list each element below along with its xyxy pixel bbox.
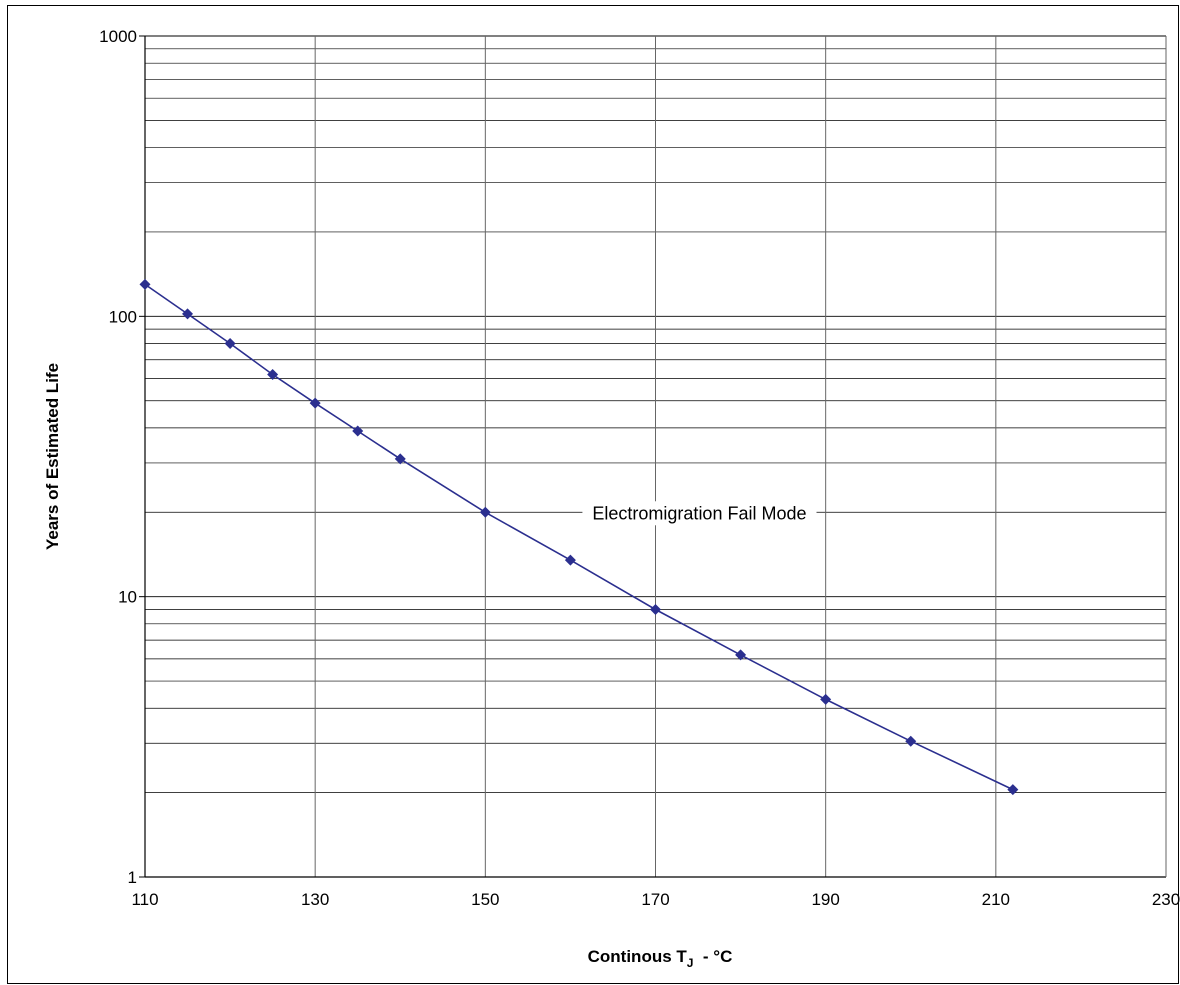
x-tick-label: 210	[982, 890, 1010, 909]
series-line	[144, 283, 1014, 791]
x-tick-label: 230	[1152, 890, 1180, 909]
data-point-marker	[352, 425, 364, 437]
data-point-marker	[735, 649, 747, 661]
x-axis-label: Continous TJ - °C	[588, 947, 733, 970]
data-point-marker	[182, 308, 194, 320]
data-point-marker	[564, 554, 576, 566]
annotation-background	[582, 501, 817, 526]
y-tick-label: 100	[109, 307, 137, 326]
data-point-marker	[267, 369, 279, 381]
series-group	[139, 278, 1019, 796]
y-axis-label: Years of Estimated Life	[43, 363, 62, 550]
y-tick-label: 1	[128, 868, 137, 887]
data-point-marker	[139, 278, 151, 290]
grid-lines	[145, 35, 1167, 877]
x-axis-label-unit: - °C	[693, 947, 732, 966]
annotation-label: Electromigration Fail Mode	[592, 503, 806, 523]
data-point-marker	[650, 603, 661, 615]
x-tick-label: 110	[131, 890, 158, 909]
data-point-marker	[479, 506, 491, 518]
data-point-marker	[224, 338, 236, 350]
annotation: Electromigration Fail Mode	[582, 501, 817, 526]
x-tick-label: 150	[471, 890, 499, 909]
data-point-marker	[820, 693, 832, 705]
data-point-marker	[394, 453, 406, 465]
y-tick-label: 10	[118, 588, 137, 607]
x-axis-label-main: Continous T	[588, 947, 688, 966]
plot-border	[139, 35, 1167, 878]
data-point-marker	[309, 397, 321, 409]
y-tick-label: 1000	[99, 27, 137, 46]
x-tick-label: 190	[811, 890, 839, 909]
x-tick-label: 130	[301, 890, 329, 909]
data-point-marker	[905, 735, 917, 747]
chart-frame	[7, 5, 1179, 984]
x-axis-label-subscript: J	[687, 956, 694, 970]
data-point-marker	[1007, 784, 1019, 796]
x-tick-label: 170	[641, 890, 669, 909]
